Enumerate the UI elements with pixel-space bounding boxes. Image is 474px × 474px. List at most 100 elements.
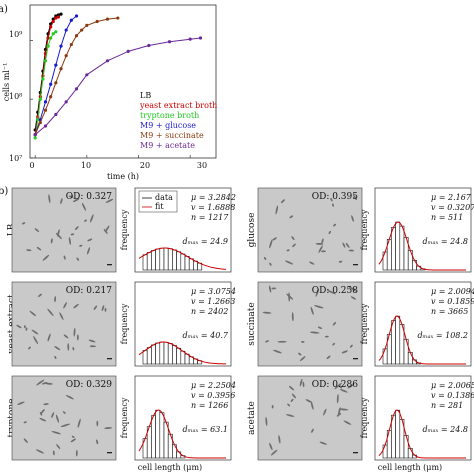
histogram-bar (155, 409, 161, 459)
series-0-point (59, 12, 63, 16)
od-value: OD: 0.327 (66, 192, 113, 202)
series-2-point (46, 44, 50, 48)
micrograph-background (257, 375, 363, 461)
frequency-label: frequency (360, 303, 369, 344)
cell-shape (291, 312, 294, 322)
cell-shape (87, 238, 93, 242)
cell-shape (50, 238, 53, 244)
cell-shape (63, 334, 69, 339)
series-5-point (85, 73, 89, 77)
cell-shape (79, 244, 83, 247)
od-value: OD: 0.286 (312, 380, 359, 390)
histogram-bar (188, 258, 194, 271)
series-line-5 (34, 37, 201, 135)
cell-shape (38, 293, 42, 298)
growth-curves (33, 12, 203, 140)
cell-shape (332, 203, 334, 207)
cell-shape (88, 339, 96, 343)
histogram-bar (146, 252, 152, 271)
fit-curve (138, 247, 227, 270)
series-4-point (38, 120, 42, 125)
cell-shape (71, 435, 75, 438)
cell-shape (285, 414, 295, 417)
series-2-point (51, 32, 55, 36)
legend-succinate: M9 + succinate (140, 131, 204, 140)
histogram-bar (151, 344, 156, 365)
cell-shape (76, 334, 79, 341)
stat-mu: μ = 2.167 (431, 193, 472, 202)
cell-shape (36, 246, 42, 251)
cell-shape (265, 416, 268, 426)
cell-shape (314, 305, 324, 309)
stat-nu: v = 0.1859 (431, 297, 474, 306)
cell-shape (56, 444, 61, 450)
histogram-bar (184, 256, 190, 271)
scale-bar (107, 452, 112, 454)
x-label-left: cell length (μm) (138, 463, 202, 472)
cell-shape (47, 333, 51, 342)
stat-dmax: dₘₐₓ = 108.2 (417, 331, 468, 340)
ytick-1e9: 10⁹ (9, 30, 23, 39)
histogram-bar (407, 448, 413, 459)
stat-nu: v = 0.1386 (431, 391, 474, 400)
cell-shape (326, 289, 336, 295)
histogram-bar (163, 247, 169, 271)
series-4-point (43, 108, 48, 112)
cell-shape (350, 296, 357, 300)
legend-lb: LB (140, 91, 151, 100)
histogram-bar (176, 251, 182, 271)
od-value: OD: 0.217 (66, 286, 113, 296)
cell-shape (299, 378, 303, 387)
stat-dmax: dₘₐₓ = 63.1 (183, 425, 228, 434)
stat-n: n = 1217 (191, 213, 229, 222)
cell-shape (321, 238, 324, 244)
histogram-bar (172, 249, 177, 271)
condition-label: glucose (247, 213, 257, 248)
stat-nu: v = 1.2663 (191, 297, 235, 306)
series-2-point (36, 117, 40, 122)
series-4-point (69, 42, 73, 47)
cell-shape (318, 245, 323, 253)
histogram-bar (163, 341, 169, 365)
cell-shape (302, 381, 305, 388)
cell-shape (42, 254, 50, 261)
cell-shape (16, 324, 22, 329)
series-4-point (74, 34, 79, 38)
cell-shape (321, 250, 326, 253)
series-3-point (74, 14, 79, 18)
cell-shape (269, 239, 273, 249)
condition-label: succinate (247, 302, 257, 345)
cell-shape (68, 195, 74, 198)
scale-bar (353, 452, 358, 454)
cell-shape (338, 408, 349, 411)
cell-shape (348, 249, 354, 252)
cell-shape (332, 321, 337, 326)
cell-shape (70, 233, 75, 236)
cell-shape (277, 340, 287, 343)
stat-n: n = 2402 (191, 307, 228, 316)
cell-shape (341, 350, 348, 354)
micrograph: OD: 0.286 (257, 375, 363, 461)
stat-mu: μ = 2.0065 (431, 381, 474, 390)
series-2-point (43, 59, 48, 63)
histogram-bar (399, 225, 405, 271)
cell-shape (104, 427, 113, 429)
cell-shape (105, 198, 114, 203)
series-line-4 (34, 17, 118, 135)
cell-shape (57, 229, 60, 237)
histogram-bar (167, 343, 173, 365)
fit-curve (378, 315, 466, 365)
scale-bar (107, 264, 112, 266)
cell-shape (336, 413, 342, 417)
cell-shape (89, 214, 94, 223)
cell-shape (309, 331, 320, 334)
cell-shape (275, 205, 279, 215)
series-5-point (198, 36, 203, 40)
histogram-bar (142, 350, 148, 365)
micrograph: OD: 0.258 (257, 281, 363, 367)
cell-shape (21, 222, 26, 225)
cell-shape (298, 352, 302, 356)
cell-shape (101, 305, 105, 312)
cell-shape (338, 260, 343, 263)
